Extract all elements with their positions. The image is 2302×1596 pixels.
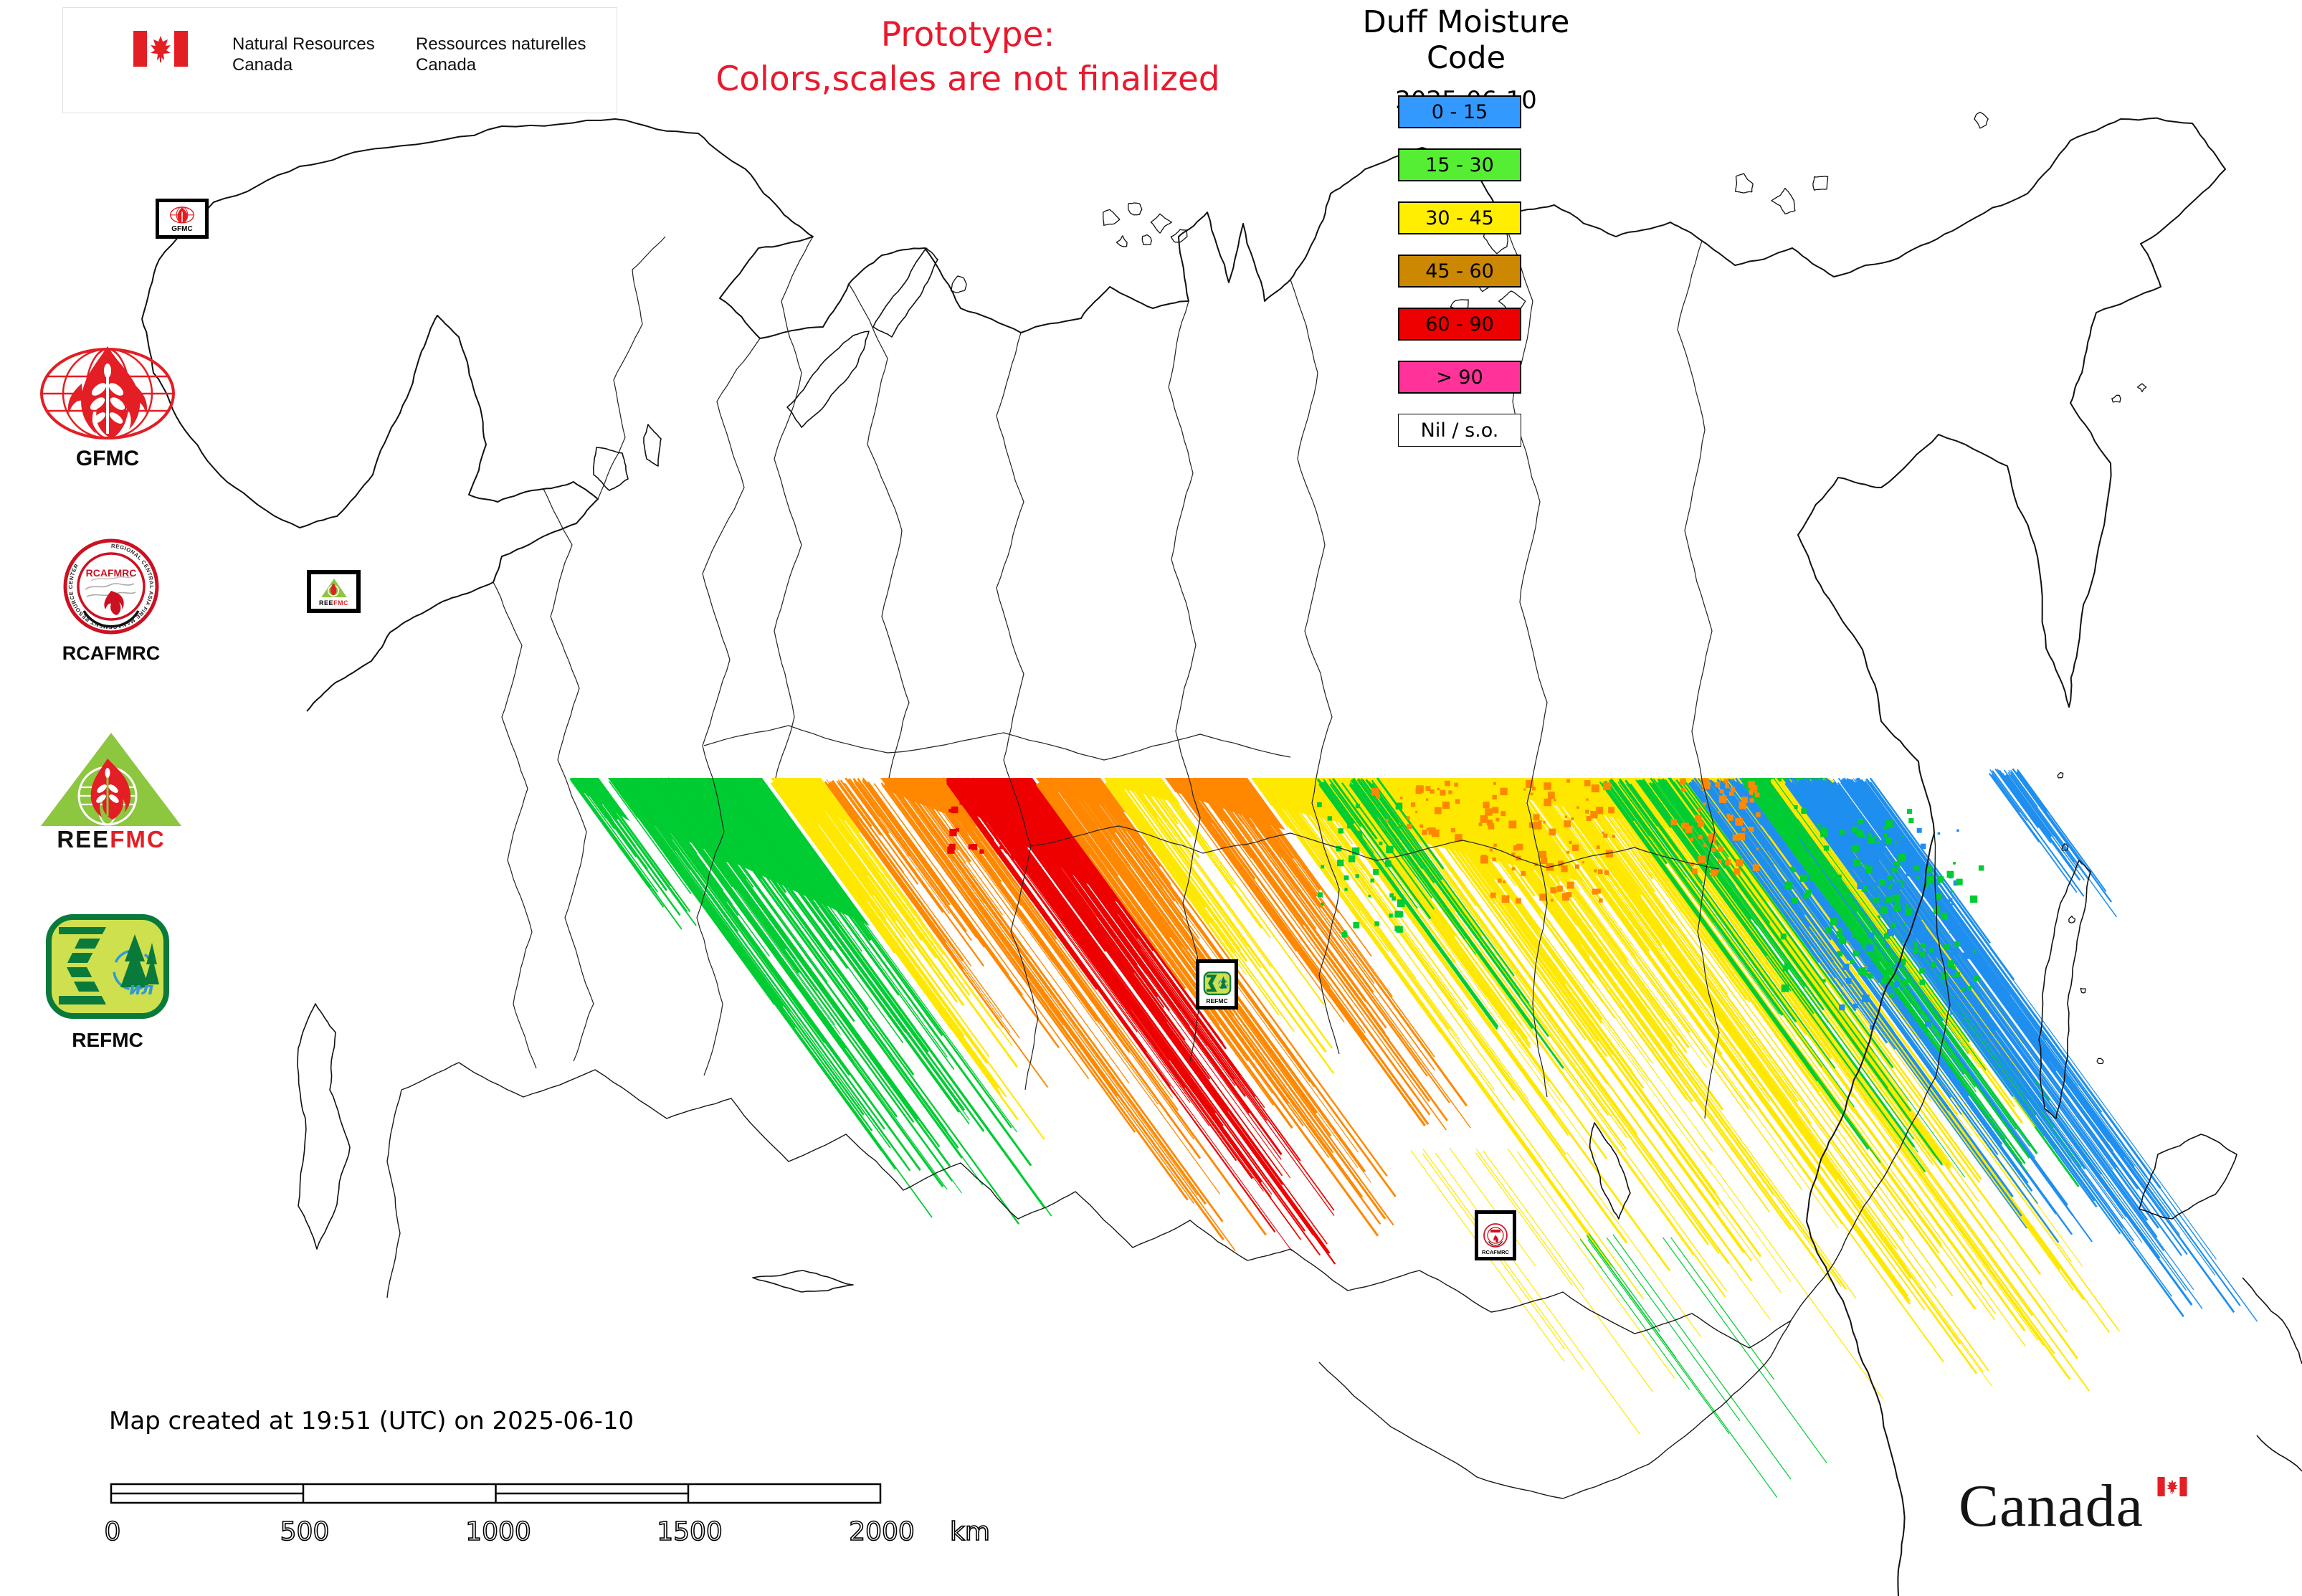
scale-unit: km — [949, 1516, 991, 1547]
nrcan-title-fr: Ressources naturelles Canada — [416, 34, 586, 75]
legend-label: 60 - 90 — [1425, 313, 1494, 336]
legend-label: 0 - 15 — [1431, 100, 1488, 123]
reefmc-logo: REEFMC — [32, 724, 190, 853]
refmc-label: REFMC — [72, 1029, 143, 1051]
scale-tick: 1500 — [656, 1516, 723, 1547]
nrcan-fr-line2: Canada — [416, 55, 477, 75]
prototype-line1: Prototype: — [880, 15, 1055, 54]
rcafmrc-mini-icon — [1483, 1222, 1508, 1248]
refmc-logo: ил REFMC — [43, 914, 172, 1058]
rcafmrc-emblem-icon: REGIONAL CENTRAL ASIA FIRE MANAGEMENT RE… — [63, 538, 159, 635]
refmc-marker-label: REFMC — [1206, 997, 1228, 1004]
nrcan-en-line1: Natural Resources — [232, 34, 375, 54]
nrcan-en-line2: Canada — [232, 55, 293, 75]
page-title: Duff Moisture Code — [1362, 4, 1570, 76]
gfmc-logo: GFMC — [22, 333, 194, 477]
reefmc-marker-label: REEFMC — [319, 600, 348, 609]
refmc-inner-text: ил — [129, 979, 153, 999]
reefmc-marker-label-red: FMC — [333, 599, 348, 607]
scale-tick: 0 — [104, 1516, 121, 1547]
prototype-line2: Colors,scales are not finalized — [715, 60, 1220, 99]
refmc-mini-icon — [1203, 971, 1231, 995]
legend-label: 15 - 30 — [1425, 153, 1494, 176]
canada-flag-icon — [133, 31, 188, 67]
gfmc-map-marker: GFMC — [156, 199, 209, 239]
nrcan-title-en: Natural Resources Canada — [232, 34, 375, 75]
gfmc-marker-label: GFMC — [171, 225, 193, 233]
map-created-text: Map created at 19:51 (UTC) on 2025-06-10 — [109, 1407, 634, 1435]
rcafmrc-inner-text: RCAFMRC — [86, 567, 137, 579]
rcafmrc-map-marker: RCAFMRC — [1475, 1210, 1516, 1260]
reefmc-mini-icon — [320, 578, 347, 597]
scale-labels: 0 500 1000 1500 2000 km — [104, 1516, 1004, 1550]
refmc-map-marker: REFMC — [1196, 959, 1238, 1010]
gfmc-label: GFMC — [75, 447, 140, 470]
scale-tick: 500 — [280, 1516, 330, 1547]
prototype-warning: Prototype: Colors,scales are not finaliz… — [688, 13, 1247, 102]
rcafmrc-label: RCAFMRC — [62, 642, 161, 664]
canada-wordmark-flag-icon — [2157, 1477, 2187, 1496]
scale-tick: 1000 — [465, 1516, 531, 1547]
reefmc-map-marker: REEFMC — [307, 570, 361, 613]
canada-wordmark-text: Canada — [1959, 1473, 2144, 1539]
legend-swatch: 30 - 45 — [1398, 201, 1521, 234]
legend-swatch: > 90 — [1398, 361, 1521, 394]
legend-swatch: 45 - 60 — [1398, 255, 1521, 288]
gfmc-globe-flame-icon — [40, 346, 175, 440]
legend-label: 45 - 60 — [1425, 260, 1494, 282]
scale-bar — [110, 1483, 882, 1504]
legend-swatch: 0 - 15 — [1398, 95, 1521, 128]
svg-text:REEFMC: REEFMC — [57, 826, 165, 852]
legend-swatch: 60 - 90 — [1398, 308, 1521, 341]
legend-swatch: 15 - 30 — [1398, 148, 1521, 181]
legend-label: Nil / s.o. — [1420, 419, 1499, 442]
nrcan-signature: Natural Resources Canada Ressources natu… — [62, 7, 617, 113]
rcafmrc-logo: REGIONAL CENTRAL ASIA FIRE MANAGEMENT RE… — [54, 529, 168, 673]
canada-wordmark: Canada — [1959, 1471, 2245, 1557]
legend-label: 30 - 45 — [1425, 206, 1494, 229]
reefmc-label-black: REE — [57, 826, 110, 852]
refmc-emblem-icon: ил — [46, 914, 169, 1019]
gfmc-mini-icon — [170, 206, 194, 224]
legend-label: > 90 — [1436, 366, 1483, 389]
reefmc-marker-label-black: REE — [318, 599, 333, 607]
scale-tick: 2000 — [848, 1516, 915, 1547]
reefmc-label-red: FMC — [110, 826, 165, 852]
nrcan-fr-line1: Ressources naturelles — [416, 34, 586, 54]
legend-swatch-nil: Nil / s.o. — [1398, 414, 1521, 447]
rcafmrc-marker-label: RCAFMRC — [1482, 1248, 1509, 1255]
reefmc-triangle-icon: REEFMC — [41, 733, 181, 852]
